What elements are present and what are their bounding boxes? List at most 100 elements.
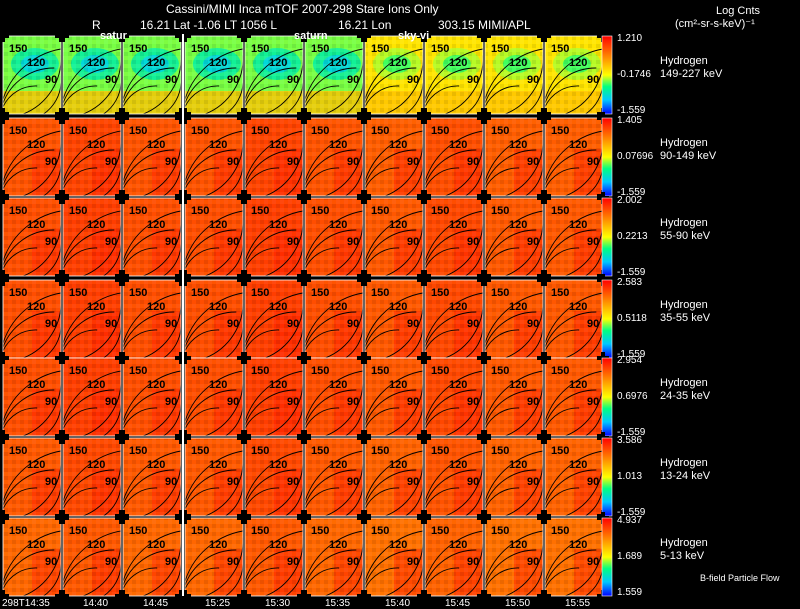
contour-label: 90: [105, 74, 117, 86]
contour-label: 90: [165, 318, 177, 330]
contour-label: 150: [251, 43, 269, 55]
contour-label: 150: [129, 287, 147, 299]
image-panel: [117, 274, 194, 364]
contour-label: 150: [9, 445, 27, 457]
contour-label: 90: [527, 74, 539, 86]
contour-label: 90: [287, 556, 299, 568]
contour-label: 150: [191, 525, 209, 537]
time-label: 15:55: [565, 598, 591, 609]
row-label: Hydrogen 13-24 keV: [660, 457, 710, 483]
contour-label: 90: [165, 74, 177, 86]
contour-label: 90: [287, 396, 299, 408]
contour-label: 90: [347, 156, 359, 168]
energy-range-label: 24-35 keV: [660, 390, 711, 402]
colorbar-min: -1.559: [617, 427, 646, 438]
contour-label: 120: [27, 139, 45, 151]
contour-label: 150: [129, 125, 147, 137]
contour-label: 120: [269, 57, 287, 69]
contour-label: 90: [45, 318, 57, 330]
image-panel: [239, 274, 316, 364]
contour-label: 90: [407, 74, 419, 86]
contour-label: 90: [587, 476, 599, 488]
contour-label: 120: [449, 539, 467, 551]
contour-label: 90: [287, 318, 299, 330]
time-label: 14:40: [83, 598, 109, 609]
image-panel: [539, 274, 616, 364]
contour-label: 150: [69, 525, 87, 537]
contour-label: 150: [371, 205, 389, 217]
image-panel: [299, 352, 376, 442]
contour-label: 150: [191, 125, 209, 137]
contour-label: 120: [449, 57, 467, 69]
image-panel: [57, 192, 134, 282]
contour-label: 150: [491, 287, 509, 299]
contour-label: 150: [551, 525, 569, 537]
contour-label: 120: [329, 379, 347, 391]
contour-label: 120: [509, 219, 527, 231]
energy-range-label: 35-55 keV: [660, 312, 711, 324]
contour-label: 120: [449, 301, 467, 313]
image-panel: [479, 512, 556, 602]
row-label: Hydrogen 24-35 keV: [660, 377, 710, 403]
contour-label: 120: [329, 219, 347, 231]
time-label: 15:45: [445, 598, 471, 609]
plot-title: Cassini/MIMI Inca mTOF 2007-298 Stare Io…: [166, 2, 439, 16]
contour-label: 90: [227, 476, 239, 488]
contour-label: 150: [69, 43, 87, 55]
contour-label: 90: [407, 318, 419, 330]
contour-label: 120: [329, 57, 347, 69]
contour-label: 120: [389, 459, 407, 471]
image-panel: [57, 112, 134, 202]
contour-label: 90: [407, 396, 419, 408]
contour-label: 120: [449, 139, 467, 151]
image-panel: [479, 30, 556, 120]
contour-label: 120: [209, 539, 227, 551]
contour-label: 120: [87, 459, 105, 471]
contour-label: 90: [587, 318, 599, 330]
contour-label: 90: [527, 556, 539, 568]
colorbar-mid: -0.1746: [617, 69, 651, 80]
contour-label: 120: [389, 379, 407, 391]
contour-label: 120: [389, 301, 407, 313]
contour-label: 120: [27, 459, 45, 471]
contour-label: 150: [431, 287, 449, 299]
colorbar-min: -1.559: [617, 187, 646, 198]
contour-label: 90: [287, 156, 299, 168]
log-counts-label: Log Cnts: [716, 5, 761, 17]
colorbar-min: -1.559: [617, 349, 646, 360]
image-panel: [299, 512, 376, 602]
contour-label: 90: [527, 318, 539, 330]
contour-label: 150: [129, 365, 147, 377]
time-label: 15:35: [325, 598, 351, 609]
contour-label: 90: [467, 74, 479, 86]
overlay-saturn-2: saturn: [294, 30, 328, 42]
contour-label: 120: [569, 139, 587, 151]
contour-label: 120: [209, 459, 227, 471]
contour-label: 150: [371, 125, 389, 137]
contour-label: 120: [147, 139, 165, 151]
contour-label: 150: [371, 525, 389, 537]
image-panel: [539, 30, 616, 120]
contour-label: 90: [165, 556, 177, 568]
colorbar: [602, 518, 612, 596]
contour-label: 120: [209, 301, 227, 313]
colorbar-mid: 1.689: [617, 551, 643, 562]
contour-label: 120: [269, 301, 287, 313]
contour-label: 90: [347, 318, 359, 330]
contour-label: 120: [147, 301, 165, 313]
contour-label: 150: [551, 445, 569, 457]
image-panel: [0, 274, 74, 364]
contour-label: 150: [431, 365, 449, 377]
contour-label: 90: [287, 74, 299, 86]
units-label: (cm²-sr-s-keV)⁻¹: [675, 18, 755, 30]
row-label: Hydrogen 55-90 keV: [660, 217, 710, 243]
contour-label: 150: [431, 525, 449, 537]
contour-label: 120: [27, 379, 45, 391]
row-label: Hydrogen 5-13 keV: [660, 537, 708, 563]
time-label: 15:30: [265, 598, 291, 609]
colorbar-max: 4.937: [617, 515, 643, 526]
contour-label: 150: [311, 125, 329, 137]
contour-label: 120: [87, 301, 105, 313]
image-panel: [359, 432, 436, 522]
contour-label: 90: [587, 556, 599, 568]
